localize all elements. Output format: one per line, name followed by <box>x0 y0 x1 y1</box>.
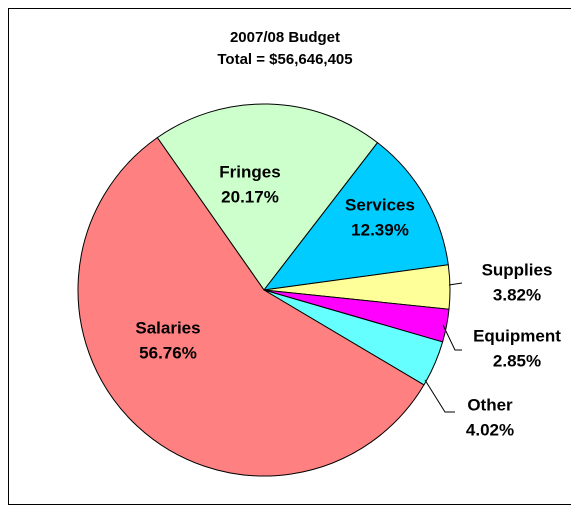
pie-slice <box>156 103 379 291</box>
slice-label: Fringes <box>219 162 280 181</box>
chart-subtitle: Total = $56,646,405 <box>217 51 352 68</box>
leader-line <box>442 324 462 351</box>
leader-line <box>424 379 455 413</box>
slice-label: Supplies <box>482 260 553 279</box>
leader-line <box>448 282 463 286</box>
slice-label: Services <box>345 195 415 214</box>
slice-label: Other <box>467 395 513 414</box>
slice-value-label: 3.82% <box>493 285 541 304</box>
chart-title: 2007/08 Budget <box>230 29 340 46</box>
slice-value-label: 56.76% <box>139 343 197 362</box>
slice-label: Equipment <box>473 326 561 345</box>
pie-slice <box>262 141 449 291</box>
slice-value-label: 2.85% <box>493 351 541 370</box>
slice-value-label: 12.39% <box>351 220 409 239</box>
slice-value-label: 4.02% <box>466 420 514 439</box>
slice-value-label: 20.17% <box>221 187 279 206</box>
slice-label: Salaries <box>135 318 200 337</box>
pie-slice <box>77 136 425 477</box>
